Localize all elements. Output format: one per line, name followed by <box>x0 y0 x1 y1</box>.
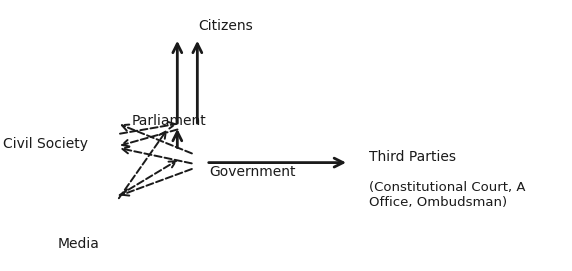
Text: Parliament: Parliament <box>132 114 206 128</box>
Text: Civil Society: Civil Society <box>3 137 88 151</box>
Text: Third Parties: Third Parties <box>369 150 456 164</box>
Text: Media: Media <box>57 237 99 251</box>
Text: (Constitutional Court, A
Office, Ombudsman): (Constitutional Court, A Office, Ombudsm… <box>369 181 526 209</box>
Text: Government: Government <box>209 165 295 179</box>
Text: Citizens: Citizens <box>198 19 253 33</box>
